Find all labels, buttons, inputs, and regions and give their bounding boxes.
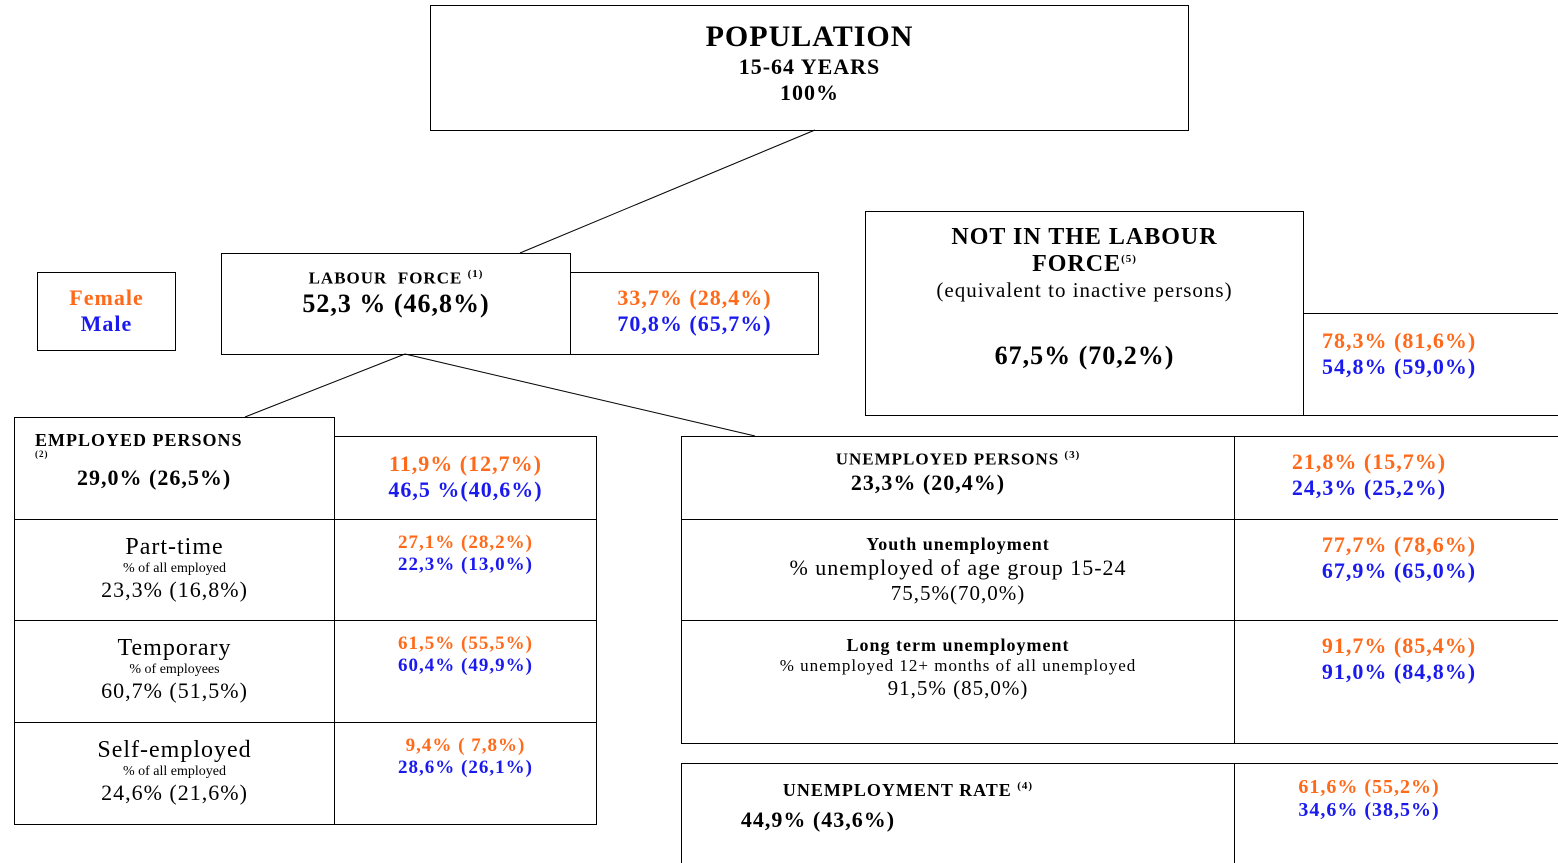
note: (3) <box>1064 449 1081 461</box>
male-value: 70,8% (65,7%) <box>617 311 772 336</box>
female-value: 11,9% (12,7%) <box>389 451 542 476</box>
row-label: Temporary <box>117 635 232 661</box>
employed-gender: 11,9% (12,7%) 46,5 %(40,6%) <box>334 436 597 520</box>
labour-force-gender: 33,7% (28,4%) 70,8% (65,7%) <box>570 272 819 355</box>
title: LABOUR FORCE (1) <box>222 268 570 289</box>
row-gender: 27,1% (28,2%) 22,3% (13,0%) <box>334 519 597 621</box>
female-value: 61,6% (55,2%) <box>1298 776 1440 798</box>
row-description: % unemployed 12+ months of all unemploye… <box>779 656 1137 675</box>
subtitle: (equivalent to inactive persons) <box>936 278 1233 302</box>
male-value: 67,9% (65,0%) <box>1321 558 1477 583</box>
title: UNEMPLOYED PERSONS (3) <box>682 449 1234 470</box>
value: 29,0% (26,5%) <box>77 465 232 490</box>
legend-female: Female <box>69 285 144 310</box>
value: 23,3% (20,4%) <box>850 469 1006 495</box>
row-value: 75,5%(70,0%) <box>890 581 1026 605</box>
title-text: UNEMPLOYED PERSONS <box>835 449 1060 469</box>
row-value: 60,7% (51,5%) <box>101 678 248 703</box>
unemployed-box: UNEMPLOYED PERSONS (3) 23,3% (20,4%) <box>681 436 1235 520</box>
title-text: LABOUR FORCE <box>308 268 463 288</box>
female-value: 91,7% (85,4%) <box>1321 633 1477 658</box>
male-value: 24,3% (25,2%) <box>1291 475 1447 500</box>
male-value: 60,4% (49,9%) <box>398 655 533 676</box>
connector <box>244 353 406 418</box>
row-value: 91,5% (85,0%) <box>887 676 1029 700</box>
row-label: Part-time <box>125 534 224 560</box>
female-value: 33,7% (28,4%) <box>617 285 772 310</box>
row-gender: 9,4% ( 7,8%) 28,6% (26,1%) <box>334 722 597 825</box>
employed-box: EMPLOYED PERSONS (2) 29,0% (26,5%) <box>14 417 335 520</box>
row-label: Self-employed <box>97 737 252 763</box>
value: 44,9% (43,6%) <box>740 807 896 832</box>
unemployment-rate-box: UNEMPLOYMENT RATE (4) 44,9% (43,6%) <box>681 763 1235 863</box>
legend: Female Male <box>37 272 176 351</box>
row-value: 23,3% (16,8%) <box>101 577 248 602</box>
subtitle: 15-64 YEARS <box>738 54 881 79</box>
row-gender: 91,7% (85,4%) 91,0% (84,8%) <box>1234 620 1558 744</box>
male-value: 46,5 %(40,6%) <box>388 477 543 502</box>
row-value: 24,6% (21,6%) <box>101 780 248 805</box>
male-value: 54,8% (59,0%) <box>1322 354 1477 379</box>
title: NOT IN THE LABOUR FORCE(5) <box>886 224 1283 278</box>
male-value: 28,6% (26,1%) <box>398 757 533 778</box>
note: (4) <box>1017 780 1034 792</box>
value: 67,5% (70,2%) <box>994 341 1175 370</box>
row-description: % of all employed <box>122 561 227 576</box>
female-value: 21,8% (15,7%) <box>1291 449 1447 474</box>
value: 100% <box>780 80 839 105</box>
male-value: 34,6% (38,5%) <box>1298 799 1440 821</box>
female-value: 61,5% (55,5%) <box>398 633 533 654</box>
female-value: 27,1% (28,2%) <box>398 532 533 553</box>
row-label: Long term unemployment <box>846 635 1070 655</box>
row-main: Part-time% of all employed 23,3% (16,8%) <box>14 519 335 621</box>
not-in-labour-force-box: NOT IN THE LABOUR FORCE(5) (equivalent t… <box>865 211 1304 416</box>
female-value: 9,4% ( 7,8%) <box>405 735 526 756</box>
unemployed-gender: 21,8% (15,7%) 24,3% (25,2%) <box>1234 436 1558 520</box>
population-box: POPULATION 15-64 YEARS 100% <box>430 5 1189 131</box>
not-in-labour-force-gender: 78,3% (81,6%) 54,8% (59,0%) <box>1303 313 1558 416</box>
row-description: % of employees <box>129 662 220 677</box>
row-description: % unemployed of age group 15-24 <box>789 555 1127 580</box>
row-gender: 61,5% (55,5%) 60,4% (49,9%) <box>334 620 597 723</box>
legend-male: Male <box>80 311 133 336</box>
note: (2) <box>35 449 49 459</box>
note: (5) <box>1121 253 1137 265</box>
connector <box>519 129 816 254</box>
row-label: Youth unemployment <box>866 534 1050 554</box>
female-value: 77,7% (78,6%) <box>1321 532 1477 557</box>
row-main: Youth unemployment% unemployed of age gr… <box>681 519 1235 621</box>
title-text: UNEMPLOYMENT RATE <box>782 780 1012 800</box>
female-value: 78,3% (81,6%) <box>1322 328 1477 353</box>
male-value: 22,3% (13,0%) <box>398 554 533 575</box>
row-main: Long term unemployment% unemployed 12+ m… <box>681 620 1235 744</box>
row-description: % of all employed <box>122 764 227 779</box>
male-value: 91,0% (84,8%) <box>1321 659 1477 684</box>
connector <box>404 353 756 437</box>
value: 52,3 % (46,8%) <box>302 288 490 318</box>
title-text: NOT IN THE LABOUR FORCE <box>951 224 1218 277</box>
row-main: Temporary% of employees 60,7% (51,5%) <box>14 620 335 723</box>
unemployment-rate-gender: 61,6% (55,2%) 34,6% (38,5%) <box>1234 763 1558 863</box>
row-gender: 77,7% (78,6%) 67,9% (65,0%) <box>1234 519 1558 621</box>
note: (1) <box>467 268 484 280</box>
row-main: Self-employed% of all employed 24,6% (21,… <box>14 722 335 825</box>
labour-force-box: LABOUR FORCE (1) 52,3 % (46,8%) <box>221 253 571 355</box>
title: EMPLOYED PERSONS <box>35 430 243 450</box>
title: UNEMPLOYMENT RATE (4) <box>682 780 1134 801</box>
title: POPULATION <box>705 20 914 53</box>
